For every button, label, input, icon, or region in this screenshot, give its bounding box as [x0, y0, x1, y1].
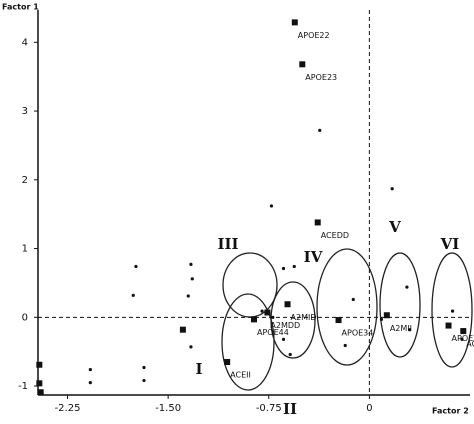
cluster-label: IV: [304, 248, 323, 266]
point-label: ACEDD: [321, 231, 349, 240]
point: [299, 61, 306, 68]
y-tick-label: -1: [18, 381, 28, 392]
point: [260, 309, 264, 313]
x-axis-label: Factor 2: [432, 407, 469, 416]
point: [88, 367, 92, 372]
y-tick-label: 3: [22, 106, 28, 117]
y-tick-label: 0: [22, 312, 28, 323]
point: [251, 316, 257, 323]
cluster: [379, 252, 421, 358]
point: [37, 389, 44, 396]
cluster: [431, 252, 473, 368]
cluster-label: VI: [440, 235, 460, 253]
point: [142, 378, 146, 383]
cluster-label: V: [388, 218, 401, 236]
cluster-ellipses: [221, 248, 473, 391]
point: [460, 328, 467, 335]
x-tick-label: 0: [366, 403, 372, 414]
point: [335, 317, 342, 324]
point: [314, 219, 321, 226]
point: [405, 285, 409, 289]
point: [36, 361, 43, 368]
point: [383, 312, 390, 319]
point: [189, 345, 193, 349]
cluster: [316, 248, 378, 366]
point: [190, 277, 194, 281]
point-label: APOE44: [257, 328, 289, 337]
point: [36, 380, 43, 387]
point: [343, 343, 347, 348]
point: [291, 19, 298, 26]
x-tick-label: -1.50: [155, 403, 181, 414]
point-label: ACEID: [466, 340, 474, 349]
point-label: A2MID: [291, 313, 317, 322]
point: [450, 309, 455, 313]
point: [281, 266, 286, 271]
point: [134, 264, 138, 269]
point: [445, 322, 452, 329]
point: [264, 309, 271, 316]
point: [142, 365, 146, 370]
point: [379, 317, 384, 321]
point: [351, 297, 355, 302]
point: [131, 293, 135, 297]
point: [318, 128, 322, 132]
point: [408, 328, 412, 332]
point: [281, 337, 286, 341]
point: [288, 352, 292, 357]
y-tick-label: 1: [22, 244, 28, 255]
cluster: [222, 252, 278, 318]
point: [460, 337, 464, 341]
point: [292, 264, 296, 269]
point: [271, 315, 275, 319]
x-tick-label: -0.75: [256, 403, 282, 414]
point: [179, 326, 186, 333]
point-label: A2MII: [390, 324, 412, 333]
cluster-label: II: [283, 400, 297, 418]
point: [390, 187, 394, 191]
y-axis-label: Factor 1: [2, 3, 39, 12]
point: [269, 204, 274, 208]
point-label: ACEII: [230, 371, 251, 380]
point-label: APOE22: [298, 31, 330, 40]
point: [284, 301, 291, 308]
x-tick-label: -2.25: [55, 403, 81, 414]
y-tick-label: 2: [22, 175, 28, 186]
y-tick-label: 4: [22, 37, 28, 48]
cluster-label: III: [217, 235, 238, 253]
point-label: APOE23: [305, 73, 337, 82]
point-label: A2MDD: [270, 321, 300, 330]
cluster: [221, 293, 275, 391]
point-label: APOE34: [342, 329, 374, 338]
point: [186, 294, 190, 298]
point: [224, 359, 231, 365]
point: [88, 381, 92, 385]
point: [189, 262, 193, 266]
cluster-label: I: [195, 360, 202, 378]
